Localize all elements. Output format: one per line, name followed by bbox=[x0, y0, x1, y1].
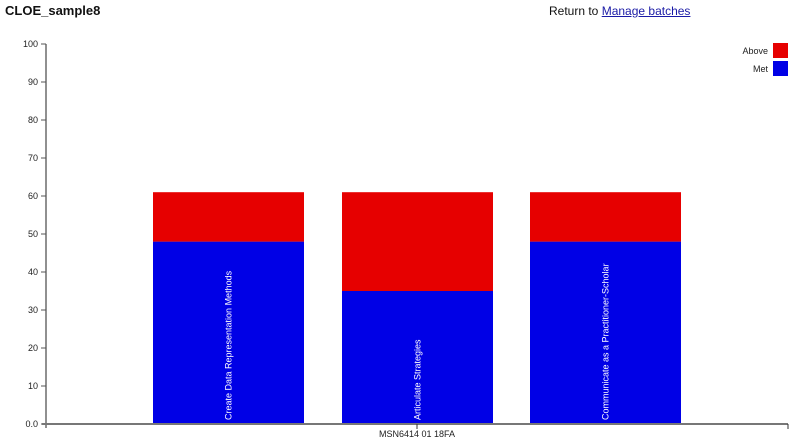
bar-category-label: Articulate Strategies bbox=[413, 339, 423, 420]
bar-category-label: Communicate as a Practitioner-Scholar bbox=[601, 263, 611, 420]
bar-segment-met bbox=[153, 241, 304, 424]
y-axis-tick-label: 70 bbox=[28, 153, 38, 163]
bar-segment-above bbox=[342, 192, 493, 291]
return-prefix: Return to bbox=[549, 4, 599, 18]
bar-segment-above bbox=[530, 192, 681, 242]
legend-label-above: Above bbox=[742, 46, 768, 56]
y-axis-tick-label: 80 bbox=[28, 115, 38, 125]
bar-segment-met bbox=[342, 291, 493, 424]
y-axis-tick-label: 20 bbox=[28, 343, 38, 353]
bar-segment-met bbox=[530, 241, 681, 424]
y-axis-tick-label: 0.0 bbox=[25, 419, 38, 429]
legend-swatch-met bbox=[773, 61, 788, 76]
manage-batches-link[interactable]: Manage batches bbox=[601, 4, 691, 18]
y-axis-tick-label: 60 bbox=[28, 191, 38, 201]
bar-category-label: Create Data Representation Methods bbox=[224, 270, 234, 420]
page-title: CLOE_sample8 bbox=[5, 3, 101, 18]
return-nav: Return to Manage batches bbox=[549, 4, 690, 18]
y-axis-tick-label: 30 bbox=[28, 305, 38, 315]
legend-swatch-above bbox=[773, 43, 788, 58]
x-axis-group-label: MSN6414 01 18FA bbox=[379, 429, 455, 438]
y-axis-tick-label: 40 bbox=[28, 267, 38, 277]
bar-segment-above bbox=[153, 192, 304, 242]
y-axis-tick-label: 90 bbox=[28, 77, 38, 87]
y-axis-tick-label: 50 bbox=[28, 229, 38, 239]
y-axis-tick-label: 10 bbox=[28, 381, 38, 391]
legend-label-met: Met bbox=[753, 64, 769, 74]
y-axis-tick-label: 100 bbox=[23, 39, 38, 49]
